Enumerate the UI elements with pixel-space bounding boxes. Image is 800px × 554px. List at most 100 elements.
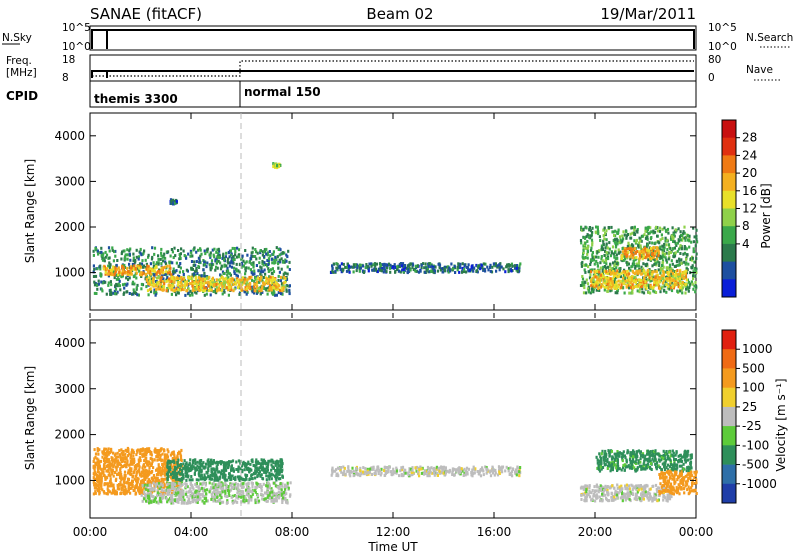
power-cell: [227, 288, 230, 292]
power-cell: [597, 232, 600, 236]
power-cell: [134, 267, 137, 270]
power-cell: [630, 247, 633, 251]
velocity-cell: [110, 463, 114, 467]
power-cell: [152, 278, 155, 282]
velocity-cell: [131, 483, 134, 487]
power-cell: [679, 230, 682, 234]
power-cell: [603, 253, 606, 257]
power-cell: [283, 260, 286, 264]
power-cell: [591, 268, 594, 272]
velocity-cell: [191, 500, 195, 504]
velocity-cell: [92, 476, 95, 480]
velocity-cell: [227, 491, 230, 495]
power-cell: [92, 253, 95, 257]
power-cell: [136, 283, 139, 287]
power-cell: [162, 271, 165, 275]
power-cell: [678, 277, 681, 281]
power-cell: [649, 279, 652, 283]
velocity-cell: [221, 485, 224, 488]
power-cell: [152, 283, 155, 287]
power-cell: [669, 246, 672, 250]
power-cell: [252, 265, 255, 269]
velocity-cell: [140, 480, 143, 484]
power-cell: [615, 275, 618, 279]
power-cell: [519, 262, 522, 266]
power-cell: [685, 261, 688, 265]
power-cell: [678, 257, 681, 261]
velocity-cell: [283, 492, 286, 496]
power-cell: [686, 268, 689, 272]
power-cell: [660, 274, 663, 278]
power-cell: [646, 235, 649, 239]
power-cell: [226, 259, 229, 263]
velocity-cell: [112, 491, 115, 495]
power-cell: [279, 164, 282, 167]
velocity-cell: [122, 480, 125, 484]
power-cell: [604, 276, 607, 280]
power-cell: [516, 269, 519, 273]
power-cell: [424, 270, 427, 274]
velocity-cell: [117, 471, 120, 475]
power-cell: [242, 259, 245, 263]
power-cell: [645, 250, 648, 254]
velocity-cell: [109, 477, 112, 481]
velocity-cell: [107, 458, 111, 462]
velocity-cell: [98, 472, 101, 476]
power-cell: [243, 290, 246, 294]
power-cell: [191, 289, 194, 293]
velocity-cell: [248, 487, 251, 491]
power-cell: [656, 275, 659, 279]
power-cell: [266, 281, 269, 285]
power-cell: [681, 232, 685, 236]
velocity-cell: [160, 478, 163, 482]
beam-title: Beam 02: [366, 5, 433, 23]
velocity-cell: [156, 478, 159, 482]
power-cell: [138, 264, 141, 268]
power-cell: [96, 283, 99, 287]
velocity-cell: [189, 500, 192, 504]
velocity-cell: [159, 449, 162, 452]
velocity-cell: [206, 488, 209, 492]
velocity-cell: [250, 481, 253, 485]
power-cell: [148, 276, 151, 280]
velocity-cell: [227, 485, 230, 488]
power-cell: [489, 266, 492, 269]
velocity-cell: [135, 483, 138, 487]
power-cell: [635, 240, 638, 244]
velocity-cell: [129, 481, 132, 485]
velocity-cell: [204, 488, 207, 492]
power-cell: [594, 275, 597, 279]
power-cell: [681, 236, 685, 240]
power-cell: [231, 258, 234, 262]
power-cell: [123, 282, 127, 286]
velocity-cell: [159, 486, 162, 490]
power-cell: [647, 273, 650, 277]
power-cell: [649, 237, 652, 241]
velocity-cell: [254, 489, 257, 493]
power-cell: [259, 277, 262, 281]
velocity-cell: [146, 496, 149, 500]
power-cell: [207, 289, 210, 292]
power-cell: [680, 288, 683, 292]
power-cell: [187, 287, 190, 291]
power-cell: [157, 257, 160, 261]
power-cell: [254, 248, 257, 251]
power-cell: [650, 273, 653, 277]
velocity-cell: [282, 490, 285, 494]
power-cell: [514, 266, 517, 270]
power-cell: [616, 269, 619, 273]
power-cell: [692, 271, 695, 275]
power-cell: [622, 276, 625, 280]
power-cell: [105, 253, 109, 257]
power-cell: [657, 251, 661, 255]
power-cell: [669, 266, 672, 270]
velocity-cell: [236, 482, 240, 486]
velocity-cell: [124, 485, 127, 489]
power-cell: [341, 269, 344, 273]
power-cell: [228, 264, 231, 268]
velocity-cell: [118, 453, 122, 457]
power-cell: [351, 265, 354, 269]
power-cell: [347, 268, 350, 272]
power-cell: [178, 270, 181, 274]
velocity-cell: [94, 490, 97, 494]
